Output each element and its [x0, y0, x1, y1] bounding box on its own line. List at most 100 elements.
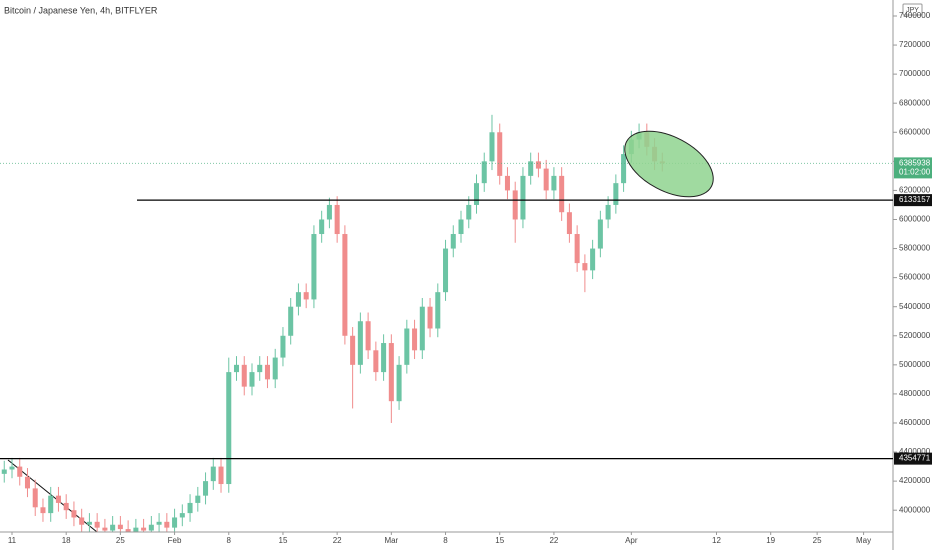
candle-body — [280, 335, 286, 358]
candle-body — [326, 204, 332, 220]
candle-body — [71, 510, 77, 518]
candle-body — [148, 524, 154, 531]
y-tick-label: 4800000 — [899, 389, 931, 398]
candle-body — [218, 466, 224, 485]
candle-body — [520, 175, 526, 220]
candle-body — [156, 521, 162, 525]
candle-body — [264, 364, 270, 380]
candle-body — [288, 306, 294, 336]
candle-body — [412, 328, 418, 351]
candle-body — [613, 183, 619, 205]
candle-body — [559, 175, 565, 213]
x-tick-label: 25 — [116, 536, 125, 545]
x-tick-label: 8 — [443, 536, 448, 545]
candle-body — [435, 292, 441, 329]
x-tick-label: Apr — [625, 536, 638, 545]
candle-body — [172, 517, 178, 528]
candle-body — [48, 495, 54, 514]
countdown-label: 01:02:00 — [899, 167, 931, 176]
candle-body — [443, 248, 449, 293]
last-price-label: 6385938 — [899, 158, 931, 167]
highlight-ellipse — [624, 130, 714, 198]
candle-body — [195, 495, 201, 503]
candle-body — [504, 175, 510, 191]
candle-body — [489, 132, 495, 162]
y-tick-label: 5200000 — [899, 331, 931, 340]
candle-body — [133, 527, 139, 532]
candle-body — [357, 321, 363, 365]
candle-body — [319, 219, 325, 235]
y-tick-label: 7000000 — [899, 69, 931, 78]
x-tick-label: Mar — [384, 536, 398, 545]
candle-body — [257, 364, 263, 373]
candle-body — [210, 466, 216, 482]
candle-body — [396, 364, 402, 402]
candle-body — [458, 219, 464, 235]
y-tick-label: 5800000 — [899, 244, 931, 253]
y-tick-label: 6200000 — [899, 186, 931, 195]
candle-body — [365, 321, 371, 351]
x-tick-label: 15 — [279, 536, 288, 545]
candle-body — [528, 161, 534, 176]
candle-body — [566, 212, 572, 235]
candle-body — [404, 328, 410, 365]
y-tick-label: 4200000 — [899, 476, 931, 485]
x-tick-label: 25 — [813, 536, 822, 545]
y-tick-label: 7200000 — [899, 40, 931, 49]
price-line-box — [894, 194, 932, 207]
candle-body — [621, 154, 627, 184]
candle-body — [350, 335, 356, 365]
candle-body — [597, 219, 603, 249]
candle-body — [86, 521, 92, 525]
x-tick-label: 11 — [8, 536, 17, 545]
candle-body — [582, 263, 588, 271]
candle-body — [473, 183, 480, 205]
currency-label: JPY — [906, 7, 919, 14]
candle-body — [117, 524, 123, 530]
candle-body — [590, 248, 596, 271]
last-price-box — [894, 157, 932, 179]
candle-body — [17, 466, 23, 477]
candle-body — [55, 495, 61, 503]
candle-body — [102, 527, 108, 531]
candle-body — [373, 350, 379, 373]
y-tick-label: 6800000 — [899, 98, 931, 107]
plot-area — [0, 114, 893, 532]
candle-body — [574, 234, 580, 264]
price-line-label: 4354771 — [899, 454, 931, 463]
candle-body — [40, 507, 46, 514]
y-tick-label: 5600000 — [899, 273, 931, 282]
candle-body — [466, 204, 472, 220]
y-tick-label: 5400000 — [899, 302, 931, 311]
candle-body — [94, 521, 100, 528]
x-tick-label: 15 — [495, 536, 504, 545]
candle-body — [32, 488, 38, 508]
candle-body — [551, 175, 557, 191]
candle-body — [63, 502, 69, 511]
y-tick-label: 6000000 — [899, 215, 931, 224]
candle-body — [497, 132, 503, 176]
candle-body — [543, 168, 549, 191]
price-line-label: 6133157 — [899, 195, 931, 204]
candle-body — [24, 476, 30, 489]
x-tick-label: 8 — [227, 536, 232, 545]
candle-body — [450, 234, 456, 249]
candle-body — [164, 521, 170, 528]
y-tick-label: 7400000 — [899, 11, 931, 20]
candle-body — [179, 513, 185, 518]
x-tick-label: 19 — [766, 536, 775, 545]
x-tick-label: 22 — [549, 536, 558, 545]
candle-body — [342, 234, 348, 336]
candle-body — [249, 372, 255, 387]
candle-body — [295, 292, 301, 307]
candle-body — [125, 529, 131, 532]
currency-box — [902, 3, 923, 16]
candle-body — [203, 481, 209, 496]
candle-body — [1, 469, 7, 474]
x-tick-label: 22 — [333, 536, 342, 545]
candle-body — [272, 357, 278, 380]
candle-body — [427, 306, 433, 329]
candle-body — [187, 502, 193, 514]
candle-body — [535, 161, 541, 169]
